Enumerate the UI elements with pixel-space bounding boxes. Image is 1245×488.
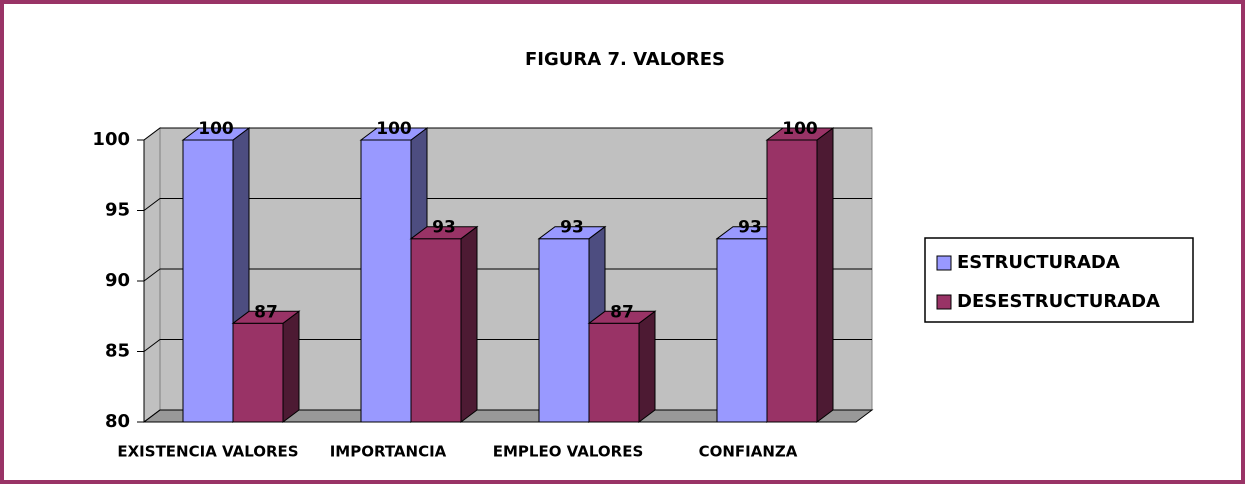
x-tick-label: IMPORTANCIA xyxy=(330,443,447,461)
y-tick-label: 95 xyxy=(105,200,130,221)
legend-swatch xyxy=(936,294,952,310)
bar-top xyxy=(765,127,835,141)
y-tick-label: 100 xyxy=(92,129,130,150)
data-label: 93 xyxy=(432,218,456,238)
grid-line xyxy=(143,268,872,282)
bar-top xyxy=(409,226,479,240)
bar xyxy=(232,322,284,423)
bar xyxy=(588,322,640,423)
bar xyxy=(182,139,234,423)
legend-swatch xyxy=(936,255,952,271)
bar-top xyxy=(587,310,657,324)
legend-label: DESESTRUCTURADA xyxy=(957,291,1160,312)
bar xyxy=(360,139,412,423)
y-tick-label: 80 xyxy=(105,411,130,432)
bar-side xyxy=(638,310,656,423)
x-tick-label: EMPLEO VALORES xyxy=(493,443,644,461)
grid-line xyxy=(143,127,872,141)
bar-top xyxy=(359,127,429,141)
data-label: 100 xyxy=(782,119,818,139)
data-label: 87 xyxy=(254,302,278,322)
data-label: 100 xyxy=(376,119,412,139)
bar-side xyxy=(282,310,300,423)
grid-line xyxy=(143,198,872,211)
data-label: 87 xyxy=(610,302,634,322)
bar xyxy=(410,238,462,423)
data-label: 93 xyxy=(560,218,584,238)
y-tick-label: 90 xyxy=(105,270,130,291)
bar-top xyxy=(537,226,607,240)
bar-side xyxy=(816,127,834,423)
bar-top xyxy=(181,127,251,141)
x-tick-label: EXISTENCIA VALORES xyxy=(117,443,298,461)
y-tick-label: 85 xyxy=(105,341,130,362)
bar xyxy=(766,139,818,423)
legend-label: ESTRUCTURADA xyxy=(957,252,1120,273)
bar-side xyxy=(460,225,478,423)
legend xyxy=(924,237,1194,323)
chart-title: FIGURA 7. VALORES xyxy=(525,49,725,70)
x-tick-label: CONFIANZA xyxy=(699,443,798,461)
data-label: 100 xyxy=(198,119,234,139)
data-label: 93 xyxy=(738,218,762,238)
bar xyxy=(716,238,768,423)
bar xyxy=(538,238,590,423)
bar-top xyxy=(231,310,301,324)
